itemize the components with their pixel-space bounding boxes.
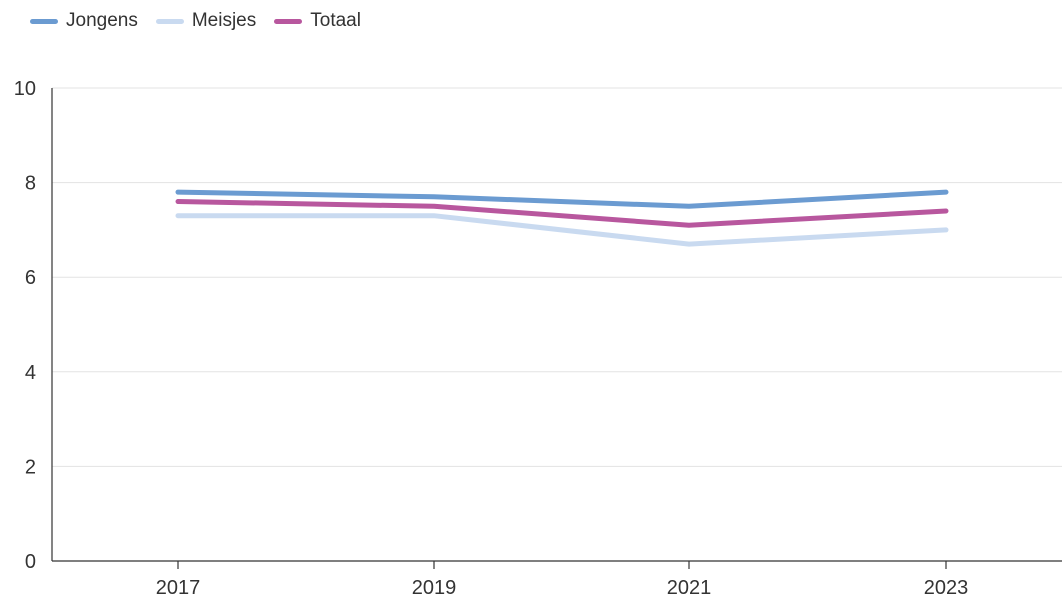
y-tick-label-8: 8 bbox=[25, 173, 36, 195]
grid-lines bbox=[52, 87, 1062, 467]
series-lines bbox=[175, 189, 949, 247]
x-tick-labels: 2017 2019 2021 2023 bbox=[156, 577, 969, 599]
legend: Jongens Meisjes Totaal bbox=[30, 10, 361, 32]
legend-swatch-totaal bbox=[274, 18, 303, 24]
legend-item-totaal[interactable]: Totaal bbox=[274, 10, 361, 32]
x-tick-label-2023: 2023 bbox=[924, 577, 969, 599]
legend-item-meisjes[interactable]: Meisjes bbox=[155, 10, 257, 32]
y-tick-label-4: 4 bbox=[25, 362, 36, 384]
y-tick-labels: 0 2 4 6 8 10 bbox=[14, 78, 36, 573]
legend-label-jongens: Jongens bbox=[66, 10, 138, 31]
y-tick-label-0: 0 bbox=[25, 551, 36, 573]
legend-swatch-meisjes bbox=[155, 18, 184, 24]
axes bbox=[51, 88, 1062, 562]
y-tick-label-10: 10 bbox=[14, 78, 36, 100]
series-line-totaal bbox=[175, 199, 949, 228]
series-line-meisjes bbox=[175, 213, 949, 247]
legend-label-meisjes: Meisjes bbox=[191, 10, 257, 31]
x-tick-label-2017: 2017 bbox=[156, 577, 201, 599]
legend-swatch-jongens bbox=[30, 18, 58, 24]
legend-item-jongens[interactable]: Jongens bbox=[30, 10, 138, 32]
x-tick-label-2019: 2019 bbox=[412, 577, 457, 599]
y-tick-label-6: 6 bbox=[25, 267, 36, 289]
series-line-jongens bbox=[175, 189, 949, 209]
x-tick-label-2021: 2021 bbox=[667, 577, 712, 599]
x-ticks bbox=[177, 561, 947, 569]
legend-label-totaal: Totaal bbox=[310, 10, 361, 31]
y-tick-label-2: 2 bbox=[25, 456, 36, 478]
